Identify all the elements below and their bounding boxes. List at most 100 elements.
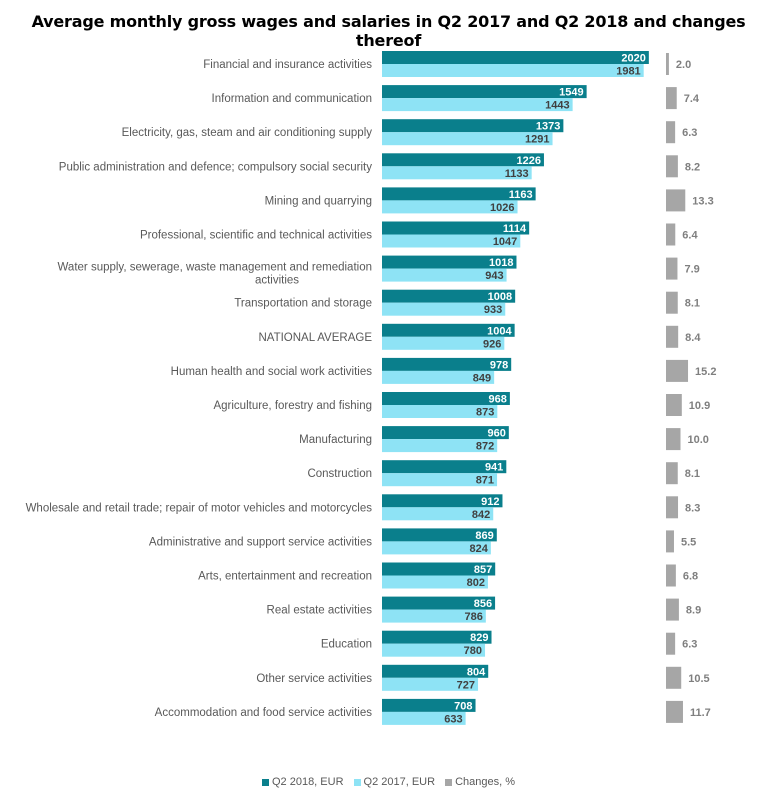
bar-q2-2018 (382, 562, 496, 576)
bar-q2-2017 (382, 575, 488, 589)
category-label: Wholesale and retail trade; repair of mo… (26, 502, 373, 514)
bar-changes (666, 121, 676, 144)
data-label-q2-2018: 1163 (509, 189, 533, 201)
data-label-q2-2018: 857 (474, 564, 492, 576)
bar-changes (666, 87, 677, 110)
data-label-q2-2017: 786 (464, 611, 482, 623)
bar-q2-2017 (382, 132, 553, 146)
category-labels: Financial and insurance activities Inform… (26, 59, 373, 719)
bar-q2-2018 (382, 494, 503, 508)
category-label: Water supply, sewerage, waste management… (58, 262, 373, 287)
bar-q2-2017 (382, 439, 498, 453)
category-label: Arts, entertainment and recreation (198, 571, 372, 583)
data-label-changes: 8.1 (685, 468, 700, 480)
data-label-q2-2018: 829 (470, 632, 488, 644)
data-label-q2-2018: 804 (467, 666, 486, 678)
q2-2017-bars (382, 64, 644, 725)
data-label-changes: 8.9 (686, 605, 701, 617)
bar-q2-2018 (382, 528, 497, 542)
bar-q2-2018 (382, 426, 509, 440)
data-label-q2-2018: 968 (489, 394, 507, 406)
data-label-q2-2018: 912 (481, 496, 499, 508)
category-label: Public administration and defence; compu… (59, 161, 372, 173)
bar-q2-2017 (382, 166, 532, 180)
data-label-changes: 10.9 (689, 400, 710, 412)
data-label-q2-2017: 842 (472, 509, 490, 521)
data-label-q2-2018: 869 (475, 530, 493, 542)
category-label: Real estate activities (267, 605, 373, 617)
bar-q2-2018 (382, 85, 587, 99)
legend-label: Q2 2017, EUR (363, 776, 436, 788)
bar-changes (666, 598, 679, 621)
bar-q2-2017 (382, 677, 479, 691)
bar-q2-2017 (382, 370, 495, 384)
bar-changes (666, 359, 689, 382)
data-label-changes: 13.3 (692, 195, 713, 207)
legend-swatch (445, 778, 453, 786)
data-label-q2-2017: 802 (467, 577, 485, 589)
bar-q2-2017 (382, 98, 573, 112)
category-label: Accommodation and food service activitie… (155, 707, 373, 719)
data-label-q2-2017: 727 (457, 679, 475, 691)
data-label-changes: 6.8 (683, 571, 698, 583)
legend: Q2 2018, EUR Q2 2017, EUR Changes, % (0, 776, 777, 788)
bar-q2-2017 (382, 234, 521, 248)
data-label-changes: 2.0 (676, 59, 691, 71)
data-label-q2-2018: 941 (485, 462, 503, 474)
data-label-changes: 8.4 (685, 332, 701, 344)
bar-changes (666, 496, 679, 519)
category-label: NATIONAL AVERAGE (258, 332, 372, 344)
category-label: Information and communication (212, 93, 372, 105)
bar-q2-2017 (382, 711, 466, 725)
legend-label: Changes, % (455, 776, 516, 788)
bar-q2-2018 (382, 460, 507, 474)
chart-title: Average monthly gross wages and salaries… (31, 12, 746, 50)
data-label-q2-2018: 1373 (536, 121, 560, 133)
data-label-q2-2018: 1004 (487, 325, 512, 337)
bar-q2-2017 (382, 473, 498, 487)
bar-q2-2018 (382, 153, 544, 167)
data-label-q2-2017: 1026 (490, 202, 514, 214)
bar-changes (666, 291, 678, 314)
bar-q2-2017 (382, 268, 507, 282)
bar-changes (666, 462, 678, 485)
data-label-q2-2017: 849 (473, 372, 491, 384)
bar-changes (666, 189, 686, 212)
data-label-q2-2017: 1047 (493, 236, 517, 248)
data-label-q2-2017: 926 (483, 338, 501, 350)
bar-q2-2017 (382, 64, 644, 77)
data-label-q2-2017: 780 (464, 645, 482, 657)
data-label-q2-2017: 933 (484, 304, 502, 316)
bar-changes (666, 257, 678, 280)
data-label-q2-2017: 633 (444, 713, 462, 725)
data-label-changes: 8.3 (685, 502, 700, 514)
category-label: Electricity, gas, steam and air conditio… (122, 127, 373, 139)
data-label-changes: 6.4 (682, 230, 698, 242)
bar-changes (666, 428, 681, 451)
category-label: Financial and insurance activities (203, 59, 372, 71)
bar-q2-2018 (382, 664, 489, 678)
data-label-changes: 11.7 (690, 707, 711, 719)
data-label-q2-2018: 978 (490, 359, 508, 371)
category-label: Professional, scientific and technical a… (140, 230, 372, 242)
category-label: Construction (307, 468, 372, 480)
data-label-changes: 8.2 (685, 161, 700, 173)
bar-changes (666, 564, 676, 587)
legend-label: Q2 2018, EUR (271, 776, 344, 788)
data-label-q2-2017: 943 (485, 270, 503, 282)
bar-q2-2018 (382, 255, 517, 269)
bar-q2-2017 (382, 302, 506, 316)
data-label-changes: 10.5 (688, 673, 709, 685)
bar-q2-2017 (382, 405, 498, 418)
data-label-q2-2017: 824 (469, 543, 488, 555)
q2-2018-bars (382, 51, 649, 712)
category-label: Human health and social work activities (171, 366, 373, 378)
data-label-q2-2018: 856 (474, 598, 492, 610)
bar-changes (666, 700, 683, 723)
bar-changes (666, 325, 679, 348)
category-label: Agriculture, forestry and fishing (213, 400, 372, 412)
legend-item: Q2 2017, EUR (353, 776, 436, 788)
changes-bars (666, 53, 689, 723)
category-label: Education (321, 639, 372, 651)
bar-q2-2018 (382, 119, 564, 133)
